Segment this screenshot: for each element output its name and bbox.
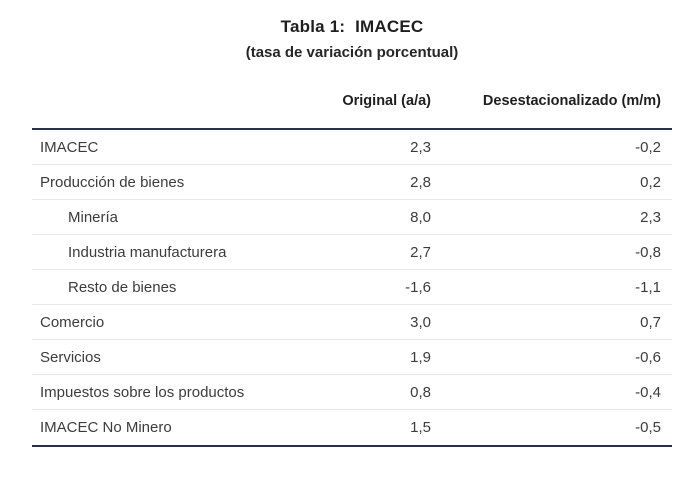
table-row: Comercio 3,0 0,7 [32, 305, 672, 340]
column-header-original: Original (a/a) [342, 93, 431, 109]
row-value-original: 2,3 [410, 138, 431, 156]
table-row: Impuestos sobre los productos 0,8 -0,4 [32, 375, 672, 410]
table-body: IMACEC 2,3 -0,2 Producción de bienes 2,8… [32, 128, 672, 447]
table-row: Minería 8,0 2,3 [32, 200, 672, 235]
row-value-original: 1,5 [410, 419, 431, 436]
report-page: Tabla 1: IMACEC (tasa de variación porce… [0, 16, 700, 447]
row-value-desestacionalizado: 0,7 [640, 313, 661, 331]
column-header-empty [32, 92, 321, 110]
table-row: Producción de bienes 2,8 0,2 [32, 165, 672, 200]
row-label: Minería [68, 208, 119, 226]
table-header-row: Original (a/a) Desestacionalizado (m/m) [32, 92, 672, 128]
row-label: Industria manufacturera [68, 243, 227, 261]
row-value-original: 0,8 [410, 383, 431, 401]
table-title: Tabla 1: IMACEC [280, 17, 424, 36]
row-value-desestacionalizado: -1,1 [635, 278, 661, 296]
row-value-desestacionalizado: 2,3 [640, 208, 661, 226]
row-label: Impuestos sobre los productos [40, 383, 245, 401]
row-label: Servicios [40, 348, 101, 366]
row-label: Comercio [40, 313, 105, 331]
row-label: Producción de bienes [40, 173, 185, 191]
row-label: IMACEC [40, 138, 99, 156]
row-value-original: -1,6 [405, 278, 431, 296]
column-header-desestacionalizado: Desestacionalizado (m/m) [482, 93, 661, 109]
row-value-desestacionalizado: -0,4 [635, 383, 661, 401]
row-value-original: 2,8 [410, 173, 431, 191]
table-row: Resto de bienes -1,6 -1,1 [32, 270, 672, 305]
table-row: Servicios 1,9 -0,6 [32, 340, 672, 375]
row-value-original: 2,7 [410, 243, 431, 261]
row-value-original: 1,9 [410, 348, 431, 366]
table-row: IMACEC No Minero 1,5 -0,5 [32, 410, 672, 445]
row-value-desestacionalizado: 0,2 [640, 173, 661, 191]
row-label: Resto de bienes [68, 278, 177, 296]
table-row: IMACEC 2,3 -0,2 [32, 130, 672, 165]
row-value-original: 8,0 [410, 208, 431, 226]
table-row: Industria manufacturera 2,7 -0,8 [32, 235, 672, 270]
row-value-desestacionalizado: -0,8 [635, 243, 661, 261]
row-value-desestacionalizado: -0,2 [635, 138, 661, 156]
imacec-table: Original (a/a) Desestacionalizado (m/m) … [32, 92, 672, 447]
row-label: IMACEC No Minero [40, 419, 172, 436]
row-value-desestacionalizado: -0,6 [635, 348, 661, 366]
row-value-desestacionalizado: -0,5 [635, 419, 661, 436]
table-subtitle: (tasa de variación porcentual) [245, 44, 459, 61]
row-value-original: 3,0 [410, 313, 431, 331]
